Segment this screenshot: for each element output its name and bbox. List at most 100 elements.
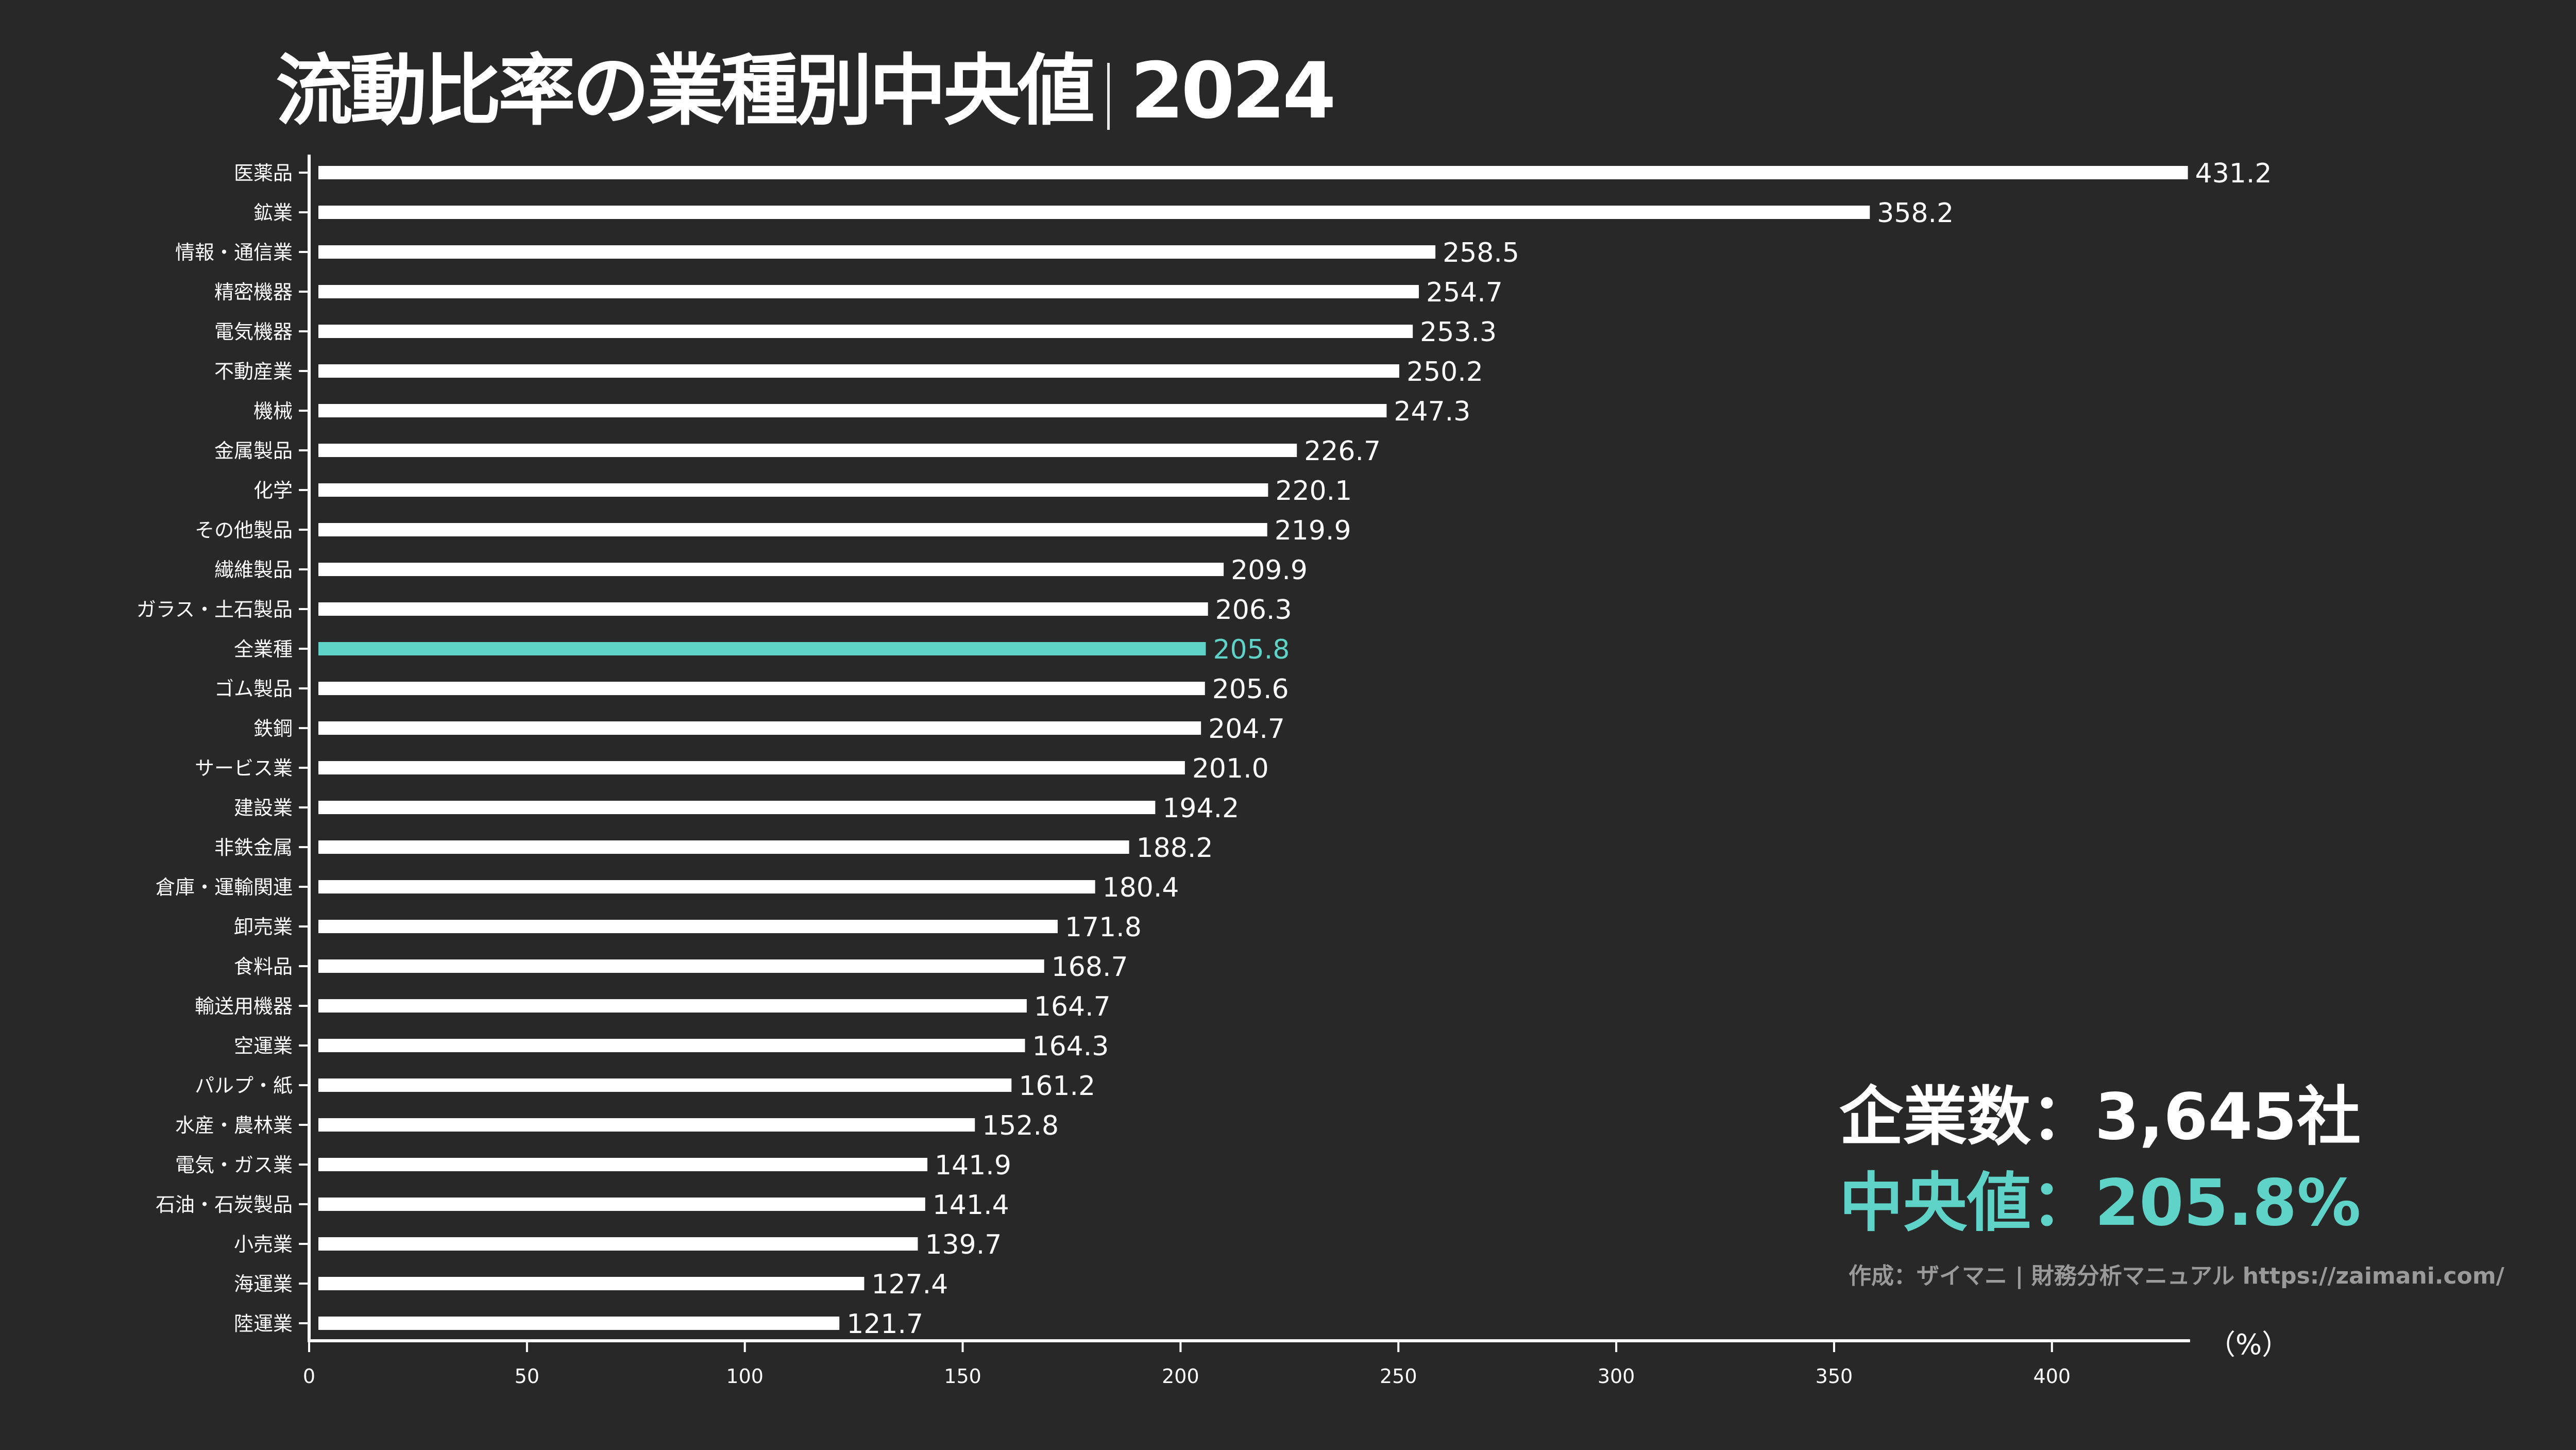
x-axis-unit-label: （%）: [2208, 1328, 2290, 1361]
category-label: 鉄鋼: [253, 717, 293, 740]
bar: [318, 364, 1399, 378]
value-label: 209.9: [1231, 555, 1308, 586]
value-label: 194.2: [1162, 793, 1239, 824]
value-label-highlight: 205.8: [1213, 634, 1290, 665]
value-label: 141.9: [935, 1150, 1011, 1181]
company-count-value: 3,645社: [2095, 1080, 2361, 1154]
bar: [318, 602, 1208, 616]
x-tick-label: 0: [303, 1365, 315, 1388]
category-label: 食料品: [234, 955, 293, 978]
value-label: 171.8: [1065, 912, 1142, 943]
bar: [318, 563, 1224, 576]
title-main: 流動比率の業種別中央値: [276, 46, 1095, 136]
bar: [318, 840, 1129, 854]
bar: [318, 404, 1387, 417]
x-tick-label: 300: [1598, 1365, 1635, 1388]
category-label: 精密機器: [214, 281, 293, 304]
axes: 0 50 100 150 200 250 300 350 400: [299, 155, 2190, 1388]
value-label: 206.3: [1215, 595, 1292, 626]
category-label: 電気・ガス業: [175, 1154, 293, 1176]
category-label: 不動産業: [214, 360, 293, 383]
title-year: 2024: [1130, 46, 1336, 136]
category-label: 機械: [253, 400, 293, 423]
category-label: 医薬品: [234, 162, 293, 184]
category-label: 海運業: [234, 1273, 293, 1295]
value-label: 180.4: [1103, 872, 1179, 903]
median-separator: ：: [2031, 1166, 2095, 1241]
category-label: その他製品: [195, 519, 293, 542]
bar: [318, 1078, 1012, 1092]
summary-box: 企業数：3,645社 中央値：205.8%: [1839, 1074, 2361, 1247]
x-tick-label: 200: [1162, 1365, 1199, 1388]
value-labels: 431.2 358.2 258.5 254.7 253.3 250.2 247.3 226.7…: [846, 158, 2272, 1340]
bar: [318, 721, 1201, 735]
bars-group: [318, 166, 2188, 1330]
category-label: 倉庫・運輸関連: [156, 876, 293, 899]
bar: [318, 1317, 840, 1330]
bar: [318, 682, 1205, 695]
value-label: 152.8: [982, 1110, 1059, 1141]
company-count-separator: ：: [2031, 1080, 2095, 1154]
bar: [318, 206, 1870, 219]
bar: [318, 1039, 1025, 1052]
value-label: 254.7: [1426, 277, 1503, 308]
value-label: 258.5: [1443, 238, 1519, 268]
value-label: 164.3: [1032, 1031, 1109, 1062]
bar: [318, 880, 1095, 893]
x-tick-label: 400: [2033, 1365, 2071, 1388]
value-label: 250.2: [1406, 357, 1483, 387]
bar: [318, 801, 1156, 814]
bar: [318, 483, 1268, 497]
bar: [318, 1198, 925, 1211]
value-label: 220.1: [1275, 476, 1352, 507]
category-label: 電気機器: [214, 321, 293, 343]
category-label: 石油・石炭製品: [156, 1193, 293, 1216]
x-tick-label: 350: [1816, 1365, 1853, 1388]
value-label: 141.4: [933, 1190, 1009, 1221]
category-label: 空運業: [234, 1035, 293, 1057]
x-tick-label: 100: [726, 1365, 764, 1388]
category-label: 陸運業: [234, 1312, 293, 1335]
bar: [318, 761, 1185, 774]
value-label: 205.6: [1212, 674, 1289, 705]
median-value: 205.8%: [2095, 1166, 2361, 1241]
category-label: 非鉄金属: [214, 836, 293, 859]
category-label: 鉱業: [253, 201, 293, 224]
company-count: 企業数：3,645社: [1839, 1074, 2361, 1160]
value-label: 247.3: [1394, 396, 1470, 427]
category-labels: 医薬品鉱業情報・通信業精密機器電気機器不動産業機械金属製品化学その他製品繊維製品…: [137, 162, 293, 1335]
bar-highlight: [318, 642, 1206, 655]
category-label: 化学: [253, 479, 293, 502]
value-label: 226.7: [1304, 436, 1381, 467]
category-label: 卸売業: [234, 916, 293, 938]
category-label: 小売業: [234, 1233, 293, 1256]
value-label: 139.7: [925, 1229, 1002, 1260]
bar: [318, 325, 1413, 338]
credit-text: 作成：ザイマニ | 財務分析マニュアル https://zaimani.com/: [1849, 1263, 2504, 1289]
value-label: 201.0: [1192, 753, 1269, 784]
category-label: 金属製品: [214, 440, 293, 462]
category-label: 繊維製品: [214, 559, 293, 581]
chart-title: 流動比率の業種別中央値 2024: [276, 46, 1336, 136]
bar: [318, 1237, 918, 1251]
bar: [318, 1118, 975, 1132]
bar: [318, 166, 2188, 179]
x-tick-label: 50: [515, 1365, 539, 1388]
category-label: 全業種: [234, 638, 293, 661]
bar: [318, 959, 1044, 973]
x-tick-label: 150: [944, 1365, 981, 1388]
bar: [318, 999, 1027, 1013]
bar: [318, 444, 1297, 457]
category-label: 建設業: [234, 797, 293, 819]
value-label: 127.4: [871, 1269, 948, 1300]
value-label: 121.7: [846, 1309, 923, 1340]
bar: [318, 285, 1419, 298]
bar: [318, 523, 1267, 536]
category-label: サービス業: [195, 757, 293, 780]
title-separator: [1107, 62, 1110, 130]
bar: [318, 920, 1058, 933]
company-count-label: 企業数: [1839, 1080, 2031, 1154]
x-tick-label: 250: [1380, 1365, 1417, 1388]
value-label: 253.3: [1420, 317, 1497, 348]
value-label: 164.7: [1034, 991, 1111, 1022]
